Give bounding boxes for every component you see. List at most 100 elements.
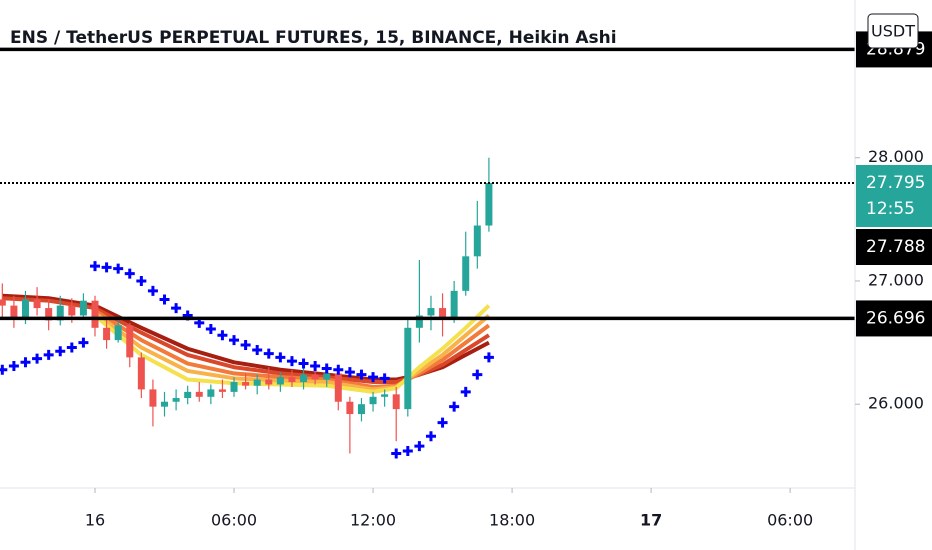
candle-body: [323, 373, 331, 380]
sar-marker: [20, 357, 31, 368]
sar-marker: [460, 386, 471, 397]
chart-title: ENS / TetherUS PERPETUAL FUTURES, 15, BI…: [10, 28, 617, 48]
candle-body: [10, 305, 18, 318]
candle-body: [230, 382, 238, 392]
candle-body: [381, 394, 389, 397]
sar-marker: [0, 364, 8, 375]
x-tick-label: 16: [85, 511, 105, 530]
candle-body: [404, 327, 412, 410]
sar-marker: [136, 275, 147, 286]
currency-button[interactable]: [867, 13, 919, 49]
sar-marker: [449, 401, 460, 412]
candle-body: [218, 389, 226, 392]
sar-marker: [414, 441, 425, 452]
sar-marker: [298, 358, 309, 369]
sar-marker: [78, 337, 89, 348]
candle-body: [369, 396, 377, 405]
candle-body: [45, 308, 53, 321]
sar-marker: [425, 431, 436, 442]
candle-body: [91, 300, 99, 328]
sar-marker: [356, 369, 367, 380]
sar-marker: [472, 369, 483, 380]
candle-body: [427, 308, 435, 316]
sar-marker: [344, 367, 355, 378]
sar-marker: [275, 352, 286, 363]
sar-marker: [310, 361, 321, 371]
sar-marker: [437, 417, 448, 428]
candle-body: [0, 299, 6, 306]
candle-body: [56, 305, 64, 321]
candle-body: [300, 374, 308, 383]
y-tick-label: 26.000: [868, 394, 924, 413]
candle-body: [311, 374, 319, 380]
x-tick-label: 06:00: [767, 511, 813, 530]
candle-body: [288, 377, 296, 383]
price-label: 27.795: [866, 173, 925, 193]
sar-marker: [171, 303, 182, 314]
sar-marker: [205, 324, 216, 335]
sar-marker: [240, 340, 251, 351]
candle-body: [68, 305, 76, 316]
sar-marker: [55, 346, 66, 357]
sar-marker: [217, 330, 228, 341]
sar-marker: [66, 342, 77, 353]
candle-body: [137, 357, 145, 390]
sar-marker: [333, 364, 344, 375]
price-countdown: 12:55: [866, 199, 915, 219]
moving-average: [93, 311, 491, 392]
sar-marker: [90, 261, 100, 272]
candle-body: [149, 389, 157, 407]
sar-marker: [32, 353, 43, 364]
y-tick-label: 27.000: [868, 270, 924, 289]
candle-body: [439, 308, 447, 318]
price-label-box: [856, 229, 932, 265]
candle-body: [346, 401, 354, 415]
currency-label[interactable]: USDT: [871, 22, 915, 41]
moving-average: [93, 304, 491, 394]
price-label: 27.788: [866, 237, 925, 257]
axes: 26.000 27.000 28.000 16 06:00 12:00 18:00 17 06:…: [85, 147, 924, 529]
sar-marker: [8, 361, 19, 371]
sar-marker: [229, 335, 240, 346]
candle-body: [195, 391, 203, 397]
x-tick-label: 06:00: [211, 511, 257, 530]
sar-marker: [391, 448, 402, 459]
sar-marker: [368, 372, 379, 383]
candle-body: [357, 404, 365, 415]
sar-marker: [159, 294, 170, 305]
sar-marker: [286, 356, 297, 367]
candle-body: [462, 256, 470, 291]
price-label: 26.696: [866, 308, 925, 328]
candle-body: [276, 377, 284, 385]
moving-average: [93, 308, 491, 389]
candle-body: [172, 398, 180, 402]
candle-body: [126, 325, 134, 358]
sar-marker: [43, 349, 54, 360]
candle-body: [450, 290, 458, 318]
candle-body: [33, 299, 41, 309]
candle-body: [207, 389, 215, 397]
sar-marker: [124, 268, 135, 279]
plot-area: [0, 47, 855, 459]
price-label-box: [856, 165, 932, 227]
candle-body: [473, 225, 481, 257]
candle-body: [485, 183, 493, 226]
sar-marker: [379, 373, 390, 384]
candle-body: [21, 299, 29, 318]
candle-body: [79, 300, 87, 316]
x-tick-label: 12:00: [350, 511, 396, 530]
candle-body: [265, 379, 273, 385]
candle-body: [253, 379, 261, 386]
candle-body: [103, 327, 111, 341]
candle-body: [161, 401, 169, 407]
y-tick-label: 28.000: [868, 147, 924, 166]
sar-marker: [483, 352, 494, 363]
candle-body: [114, 325, 122, 341]
sar-marker: [101, 262, 112, 273]
candle-body: [392, 394, 400, 410]
candle-body: [334, 373, 342, 402]
price-label-box: [856, 300, 932, 337]
candle-body: [242, 382, 250, 386]
sar-marker: [321, 363, 332, 374]
